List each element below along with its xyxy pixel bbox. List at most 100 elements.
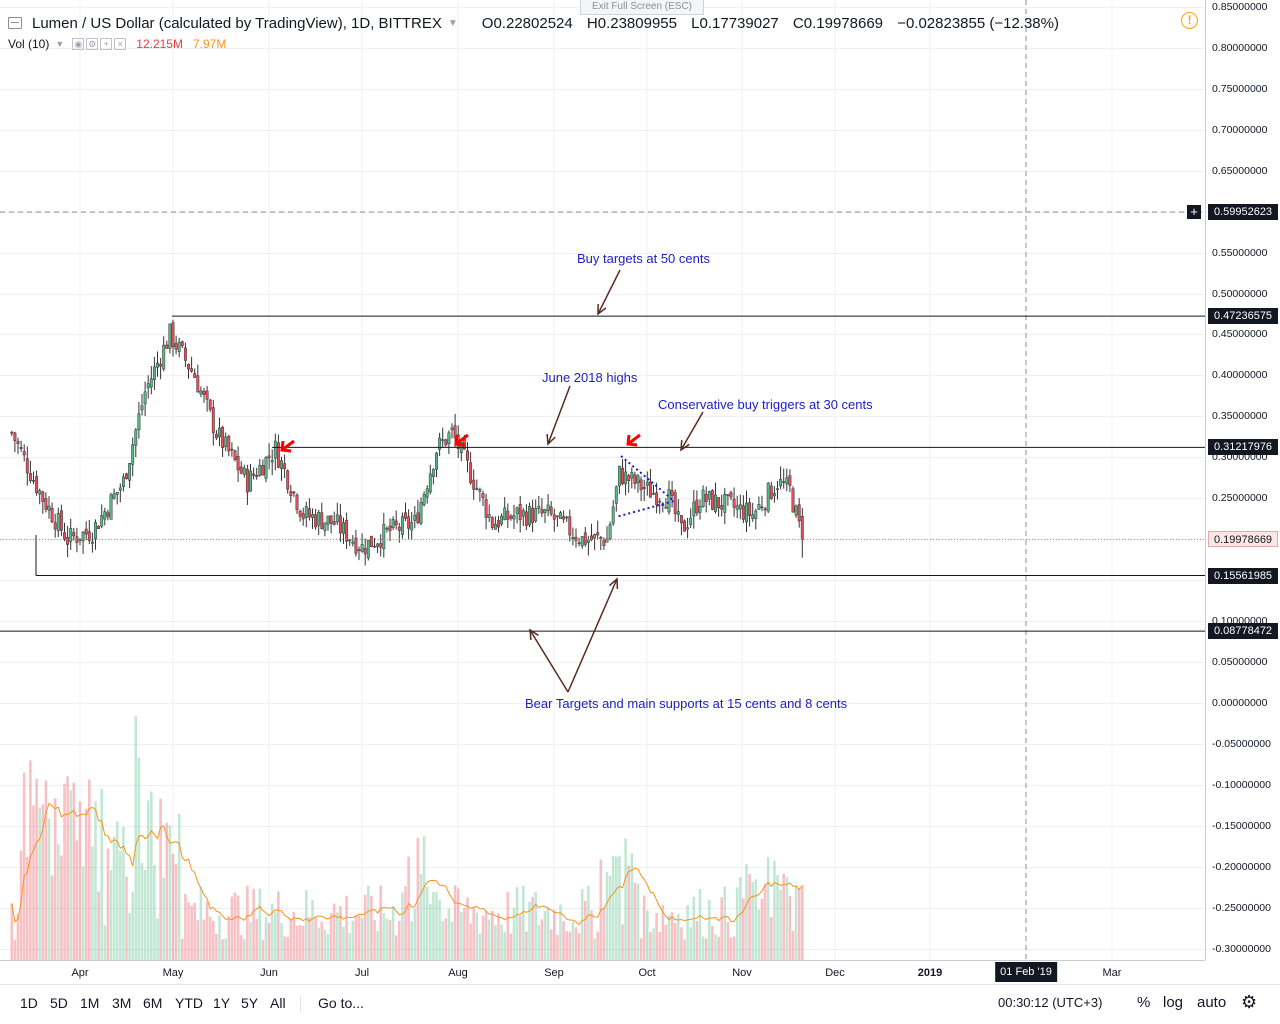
chevron-down-icon[interactable]: ▼ bbox=[55, 39, 65, 49]
candle bbox=[735, 495, 739, 519]
volume-bar bbox=[540, 919, 544, 960]
candle bbox=[447, 430, 451, 455]
time-tick-label: Aug bbox=[448, 967, 468, 979]
volume-bar bbox=[497, 913, 500, 960]
price-axis[interactable]: 0.85000000 0.80000000 0.75000000 0.70000000… bbox=[1205, 0, 1280, 960]
candle bbox=[112, 488, 116, 500]
volume-bar bbox=[75, 840, 79, 960]
range-1m[interactable]: 1M bbox=[80, 995, 100, 1011]
volume-bar bbox=[354, 915, 358, 960]
candle bbox=[255, 467, 259, 480]
volume-bar bbox=[193, 902, 196, 960]
volume-bar bbox=[53, 798, 57, 960]
range-ytd[interactable]: YTD bbox=[175, 995, 203, 1011]
candle bbox=[369, 535, 373, 547]
volume-bar bbox=[469, 923, 472, 960]
candle bbox=[376, 542, 380, 554]
volume-bar bbox=[208, 916, 212, 960]
volume-bar bbox=[460, 911, 463, 960]
price-tick-label: 0.35000000 bbox=[1212, 410, 1268, 423]
add-alert-plus-icon[interactable]: + bbox=[1187, 204, 1201, 219]
candle bbox=[428, 464, 432, 495]
candle bbox=[621, 459, 624, 486]
candle bbox=[745, 490, 748, 532]
volume-bar bbox=[646, 910, 649, 960]
candle bbox=[239, 461, 243, 475]
volume-bar bbox=[543, 910, 547, 960]
eye-icon[interactable]: ◉ bbox=[72, 38, 85, 50]
candle bbox=[450, 423, 454, 439]
gear-icon[interactable]: ⚙ bbox=[1241, 992, 1258, 1012]
chart-area[interactable]: Buy targets at 50 cents June 2018 highs Co… bbox=[0, 0, 1205, 960]
candle bbox=[326, 515, 330, 531]
volume-bar bbox=[754, 879, 758, 960]
close-icon[interactable]: × bbox=[114, 38, 127, 50]
volume-bar bbox=[57, 844, 60, 960]
price-tick-label: 0.65000000 bbox=[1212, 164, 1268, 177]
range-3m[interactable]: 3M bbox=[112, 995, 132, 1011]
candle bbox=[723, 487, 727, 525]
candle bbox=[617, 465, 621, 494]
time-tick-label: Nov bbox=[732, 967, 752, 979]
exit-fullscreen-button[interactable]: Exit Full Screen (ESC) bbox=[580, 0, 704, 15]
volume-bar bbox=[435, 892, 438, 960]
candle bbox=[478, 487, 482, 502]
candle bbox=[233, 449, 237, 462]
alert-icon[interactable]: ! bbox=[1181, 12, 1198, 29]
symbol-title[interactable]: Lumen / US Dollar (calculated by Trading… bbox=[32, 14, 442, 32]
volume-bar bbox=[332, 903, 336, 960]
log-scale-toggle[interactable]: log bbox=[1163, 994, 1184, 1011]
volume-bar bbox=[562, 921, 565, 960]
candle bbox=[280, 456, 283, 481]
candle bbox=[549, 501, 553, 517]
candle bbox=[738, 494, 742, 520]
candle bbox=[156, 351, 159, 377]
range-all[interactable]: All bbox=[270, 995, 286, 1011]
chevron-down-icon[interactable]: ▼ bbox=[447, 17, 458, 29]
collapse-icon[interactable] bbox=[8, 17, 22, 29]
volume-bar bbox=[398, 920, 401, 960]
volume-bar bbox=[252, 888, 255, 960]
candle bbox=[664, 497, 668, 509]
volume-bar bbox=[115, 821, 119, 960]
candle bbox=[670, 481, 674, 508]
candle bbox=[149, 366, 153, 395]
settings-icon[interactable]: ⚙ bbox=[86, 38, 99, 50]
candle bbox=[425, 485, 429, 504]
candle bbox=[540, 498, 544, 517]
time-axis[interactable]: Apr May Jun Jul Aug Sep Oct Nov Dec 2019 Mar 01 Feb… bbox=[0, 960, 1205, 984]
candle bbox=[512, 504, 516, 530]
volume-bar bbox=[199, 887, 203, 960]
candle bbox=[180, 340, 184, 349]
timezone-clock[interactable]: 00:30:12 (UTC+3) bbox=[998, 995, 1103, 1010]
auto-scale-toggle[interactable]: auto bbox=[1197, 994, 1227, 1011]
last-price-label: 0.19978669 bbox=[1208, 531, 1278, 548]
price-tick-label: -0.25000000 bbox=[1212, 901, 1271, 914]
candle bbox=[624, 459, 628, 496]
range-6m[interactable]: 6M bbox=[143, 995, 163, 1011]
percent-scale-toggle[interactable]: % bbox=[1137, 994, 1151, 1011]
arrow-bear-right bbox=[567, 577, 619, 693]
range-1d[interactable]: 1D bbox=[20, 995, 38, 1011]
volume-bar bbox=[63, 783, 66, 960]
price-chart[interactable]: Buy targets at 50 cents June 2018 highs Co… bbox=[0, 0, 1205, 960]
candle bbox=[676, 499, 680, 523]
volume-bar bbox=[658, 932, 661, 960]
candle bbox=[469, 452, 473, 485]
volume-bar bbox=[94, 801, 97, 960]
candle bbox=[388, 518, 392, 541]
volume-bar bbox=[506, 891, 510, 960]
candle bbox=[571, 527, 575, 546]
candle bbox=[667, 480, 671, 515]
volume-bar bbox=[664, 924, 668, 960]
range-1y[interactable]: 1Y bbox=[213, 995, 231, 1011]
candle bbox=[568, 509, 572, 542]
annotation-labels: Buy targets at 50 cents June 2018 highs Co… bbox=[525, 251, 873, 711]
add-icon[interactable]: + bbox=[100, 38, 113, 50]
range-5d[interactable]: 5D bbox=[50, 995, 68, 1011]
goto-date-button[interactable]: Go to... bbox=[318, 995, 364, 1011]
volume-bar bbox=[577, 933, 581, 960]
range-5y[interactable]: 5Y bbox=[241, 995, 259, 1011]
volume-label[interactable]: Vol (10) bbox=[8, 37, 50, 51]
volume-ma-line bbox=[11, 802, 803, 926]
